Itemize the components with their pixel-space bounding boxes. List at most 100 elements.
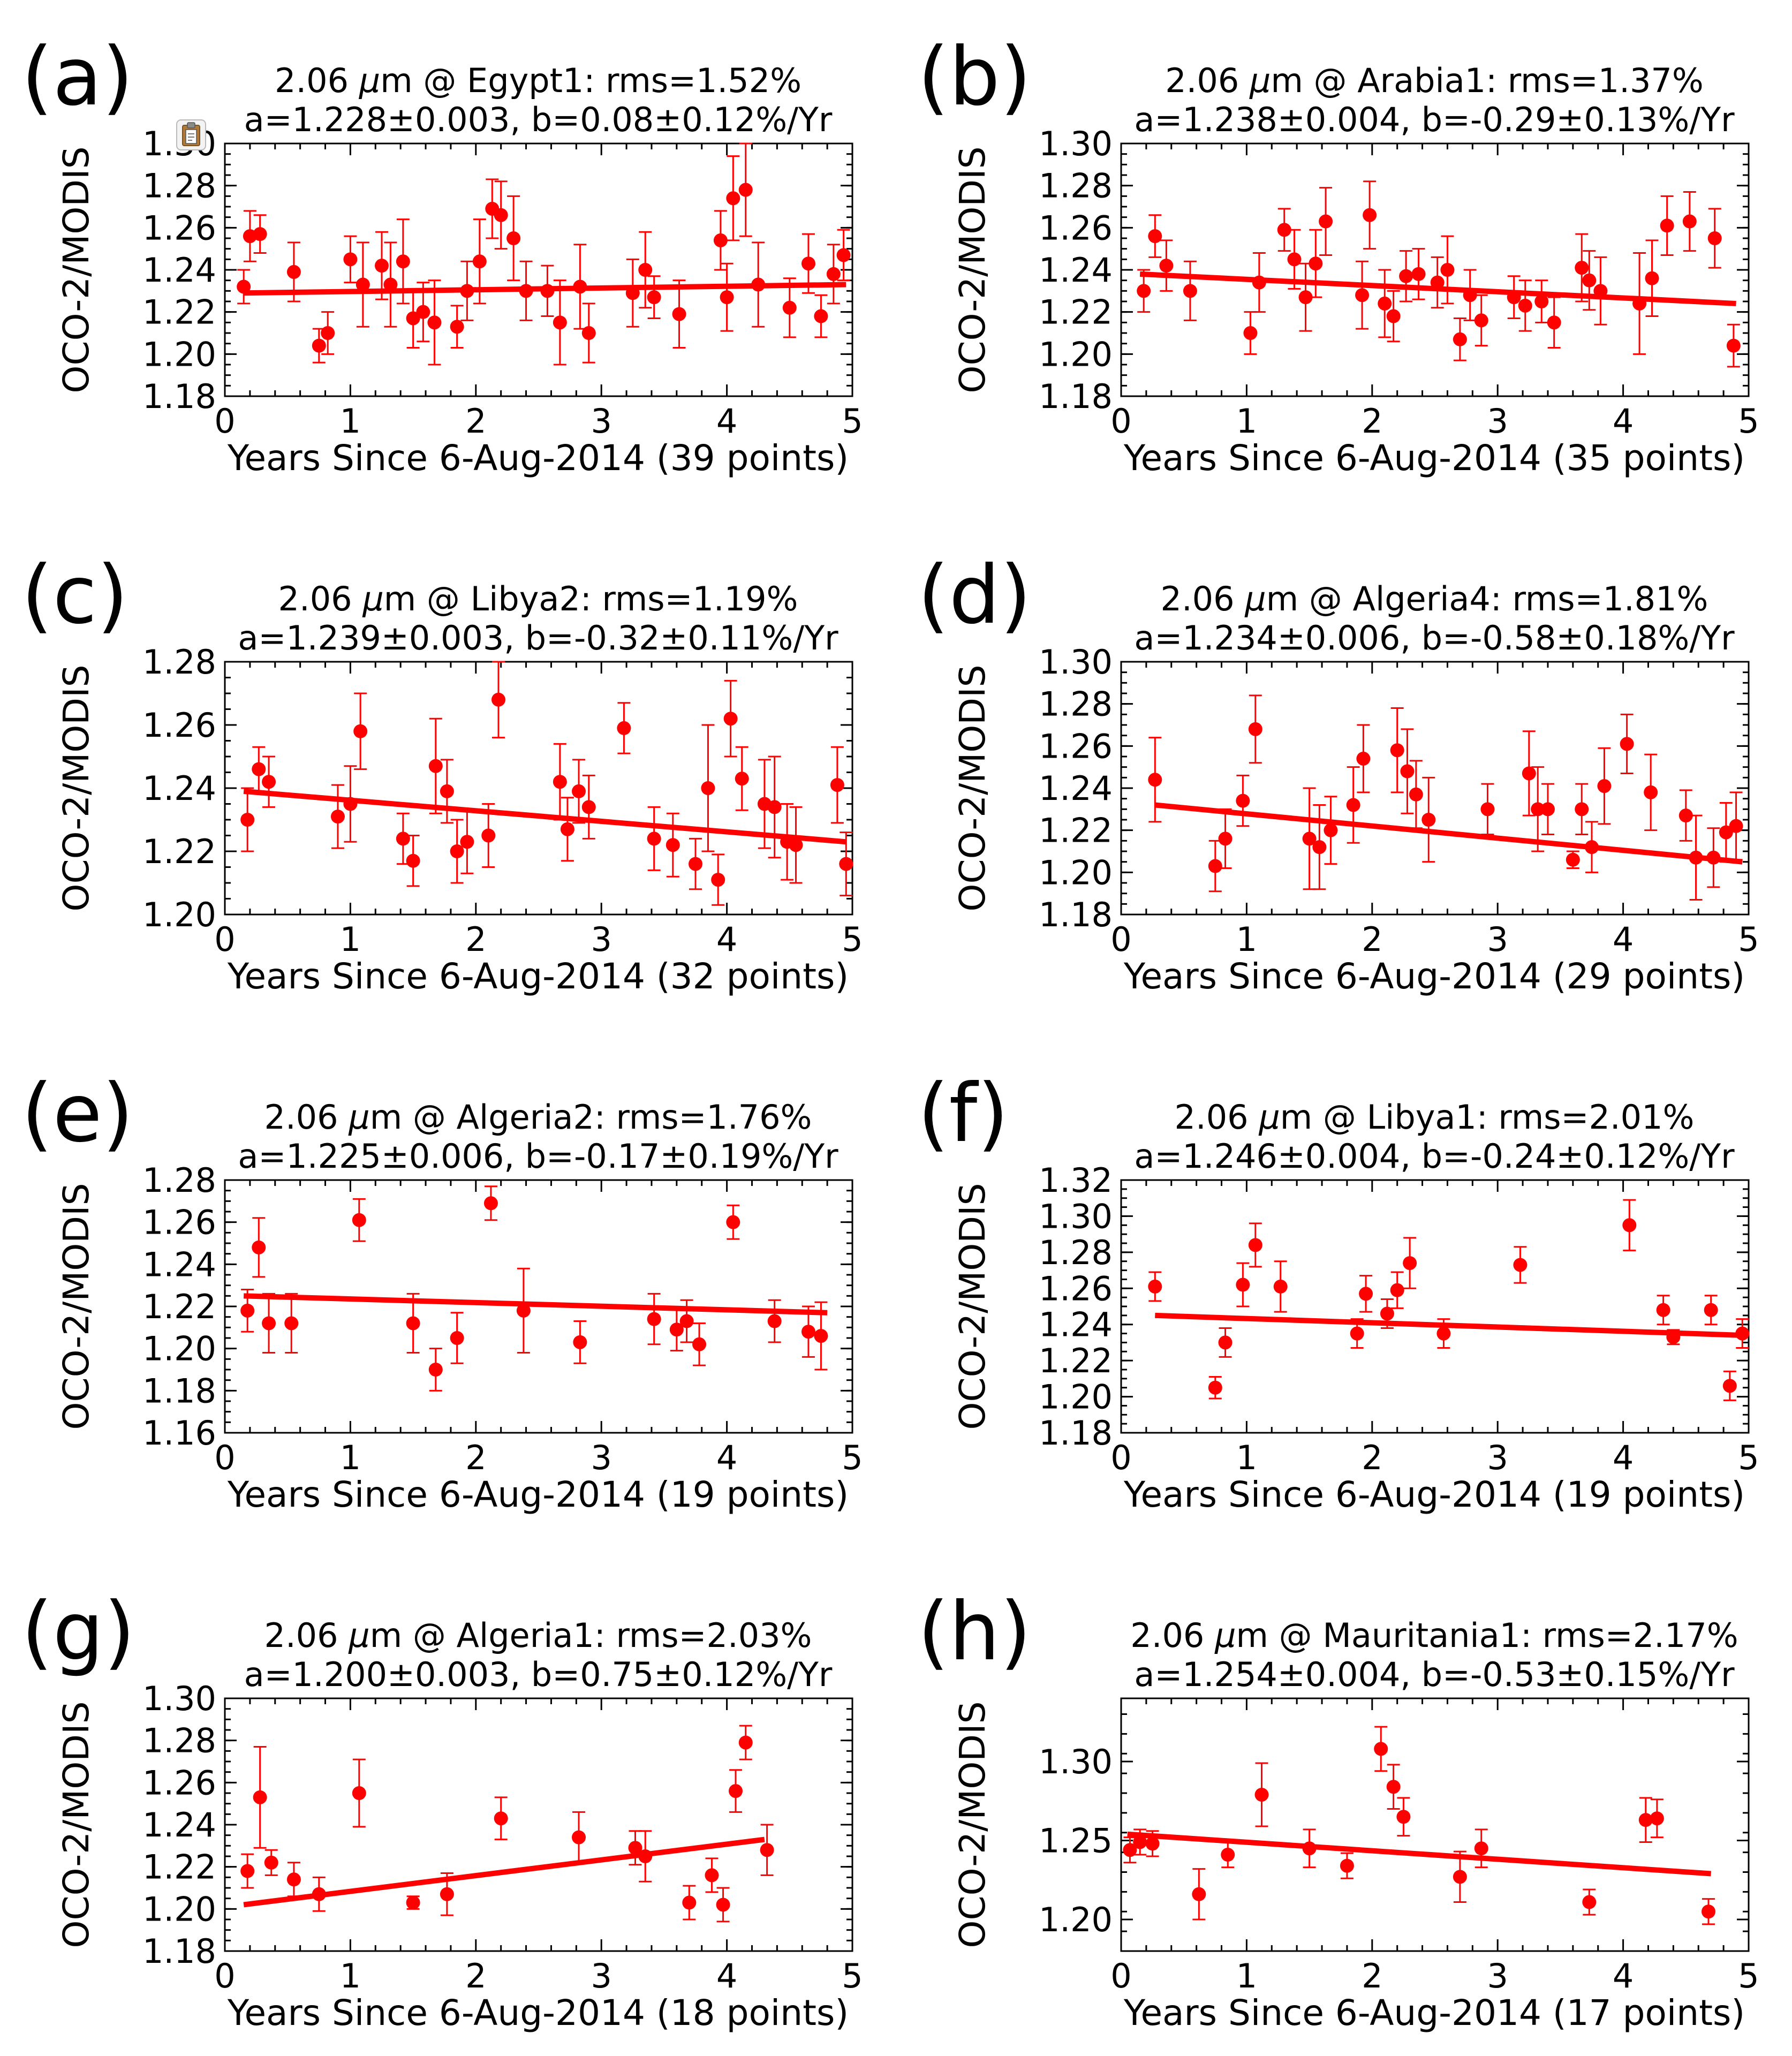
data-point — [666, 838, 680, 852]
y-tick-label: 1.32 — [1039, 1161, 1113, 1200]
y-tick-label: 1.20 — [142, 335, 216, 374]
data-point — [286, 264, 301, 279]
data-point — [427, 315, 442, 330]
y-tick-label: 1.18 — [1039, 895, 1113, 934]
data-point — [1123, 1843, 1137, 1857]
data-point — [705, 1868, 719, 1883]
y-tick-label: 1.30 — [142, 1679, 216, 1718]
y-tick-label: 1.20 — [1039, 1900, 1113, 1939]
x-tick-label: 1 — [340, 920, 361, 959]
data-point — [1277, 223, 1291, 237]
data-point — [617, 721, 631, 735]
y-tick-label: 1.28 — [1039, 1233, 1113, 1272]
y-tick-label: 1.22 — [142, 293, 216, 332]
data-point — [836, 248, 851, 262]
data-point — [1148, 1279, 1162, 1294]
data-point — [1638, 1813, 1653, 1827]
data-point — [553, 775, 567, 789]
data-point — [1650, 1811, 1664, 1826]
x-axis-label: Years Since 6-Aug-2014 (32 points) — [227, 956, 849, 997]
x-tick-label: 0 — [1110, 1438, 1131, 1477]
data-point — [352, 1786, 366, 1800]
data-point — [1145, 1836, 1160, 1851]
x-tick-label: 4 — [1613, 402, 1634, 441]
y-tick-label: 1.28 — [142, 167, 216, 206]
chart-subtitle: a=1.228±0.003, b=0.08±0.12%/Yr — [244, 100, 833, 139]
data-point — [1706, 850, 1721, 865]
x-tick-label: 2 — [1362, 1438, 1382, 1477]
data-point — [789, 838, 803, 852]
y-tick-label: 1.18 — [142, 1371, 216, 1410]
chart-panel-c: (c) 2.06 μm @ Libya2: rms=1.19%a=1.239±0.… — [21, 549, 863, 997]
data-point — [1463, 288, 1477, 303]
data-point — [1682, 214, 1697, 229]
plot-frame — [1120, 142, 1750, 397]
data-point — [1252, 275, 1266, 290]
y-tick-label: 1.24 — [1039, 251, 1113, 290]
y-axis-label: OCO-2/MODIS — [56, 1183, 97, 1430]
y-tick-label: 1.26 — [142, 706, 216, 745]
y-axis-label: OCO-2/MODIS — [952, 1183, 993, 1430]
y-tick-label: 1.30 — [1039, 1742, 1113, 1781]
chart-title: 2.06 μm @ Mauritania1: rms=2.17% — [1130, 1616, 1738, 1655]
data-point — [560, 822, 574, 836]
data-point — [237, 279, 251, 294]
data-point — [1582, 273, 1597, 288]
data-point — [1440, 263, 1455, 277]
y-tick-label: 1.24 — [1039, 769, 1113, 808]
y-tick-label: 1.20 — [142, 1329, 216, 1369]
y-tick-label: 1.18 — [1039, 377, 1113, 416]
data-point — [1701, 1904, 1715, 1919]
y-tick-label: 1.20 — [1039, 1378, 1113, 1417]
fit-line — [243, 1836, 765, 1908]
data-point — [720, 290, 734, 305]
data-point — [240, 1864, 255, 1878]
data-point — [647, 832, 661, 846]
data-point — [1453, 332, 1467, 346]
data-point — [1159, 259, 1174, 273]
data-point — [738, 1735, 753, 1750]
x-tick-label: 1 — [1236, 1956, 1257, 1995]
data-point — [1243, 326, 1258, 340]
x-tick-label: 0 — [1110, 920, 1131, 959]
chart-subtitle: a=1.246±0.004, b=-0.24±0.12%/Yr — [1134, 1137, 1735, 1176]
data-point — [1531, 802, 1545, 817]
chart-title: 2.06 μm @ Arabia1: rms=1.37% — [1165, 61, 1704, 100]
chart-panel-d: (d) 2.06 μm @ Algeria4: rms=1.81%a=1.234±… — [918, 549, 1759, 997]
data-point — [647, 290, 661, 305]
y-tick-label: 1.24 — [142, 1245, 216, 1284]
data-point — [440, 1887, 454, 1901]
data-point — [252, 1240, 266, 1254]
panel-label: (h) — [918, 1585, 1031, 1679]
y-tick-label: 1.28 — [142, 642, 216, 682]
x-tick-label: 5 — [842, 1438, 863, 1477]
data-point — [1218, 1335, 1233, 1350]
data-point — [1534, 294, 1549, 308]
y-tick-label: 1.24 — [1039, 1305, 1113, 1344]
x-tick-label: 1 — [1236, 1438, 1257, 1477]
data-point — [396, 254, 410, 269]
x-tick-label: 3 — [1487, 920, 1508, 959]
data-point — [1312, 840, 1327, 855]
data-point — [1390, 1283, 1404, 1297]
data-point — [1350, 1326, 1364, 1341]
data-point — [1421, 813, 1436, 827]
fit-line — [1155, 1312, 1743, 1338]
data-point — [726, 1215, 740, 1229]
chart-panel-e: (e) 2.06 μm @ Algeria2: rms=1.76%a=1.225±… — [21, 1067, 863, 1515]
y-tick-label: 1.28 — [1039, 685, 1113, 724]
y-tick-label: 1.22 — [142, 1848, 216, 1887]
plot-frame — [1120, 1697, 1750, 1952]
data-point — [1374, 1742, 1388, 1756]
chart-title: 2.06 μm @ Egypt1: rms=1.52% — [275, 61, 802, 100]
y-tick-label: 1.26 — [1039, 208, 1113, 247]
data-point — [1597, 779, 1612, 793]
y-tick-label: 1.24 — [142, 769, 216, 808]
plot-frame — [224, 661, 853, 916]
x-tick-label: 5 — [842, 1956, 863, 1995]
y-tick-label: 1.20 — [1039, 853, 1113, 892]
data-point — [1575, 802, 1589, 817]
data-point — [1540, 802, 1555, 817]
data-point — [1346, 798, 1360, 812]
clipboard-icon[interactable] — [176, 118, 207, 151]
